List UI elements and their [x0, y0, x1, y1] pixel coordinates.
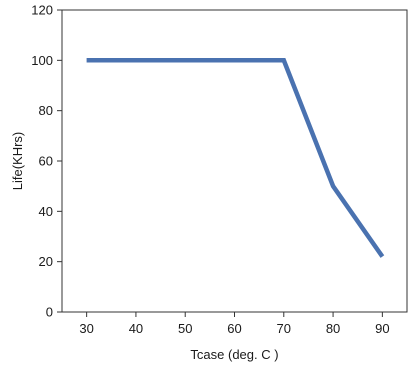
- series-line: [86, 58, 385, 258]
- x-tick-label: 70: [277, 321, 291, 336]
- y-tick-label: 80: [39, 103, 53, 118]
- y-tick-label: 40: [39, 204, 53, 219]
- y-tick-label: 100: [31, 53, 53, 68]
- y-tick-label: 0: [46, 305, 53, 320]
- x-axis-ticks: 30 40 50 60 70 80 90: [79, 312, 390, 336]
- y-tick-label: 20: [39, 254, 53, 269]
- x-tick-label: 90: [375, 321, 389, 336]
- series-layer: [86, 58, 385, 258]
- plot-area-frame: [61, 9, 408, 313]
- y-tick-label: 60: [39, 154, 53, 169]
- y-axis-title: Life(KHrs): [10, 132, 25, 191]
- x-tick-label: 80: [326, 321, 340, 336]
- x-tick-label: 50: [178, 321, 192, 336]
- y-axis-ticks: 0 20 40 60 80 100 120: [31, 3, 62, 320]
- x-tick-label: 30: [79, 321, 93, 336]
- y-tick-label: 120: [31, 3, 53, 18]
- x-tick-label: 40: [129, 321, 143, 336]
- x-tick-label: 60: [227, 321, 241, 336]
- x-axis-title: Tcase (deg. C ): [190, 347, 278, 362]
